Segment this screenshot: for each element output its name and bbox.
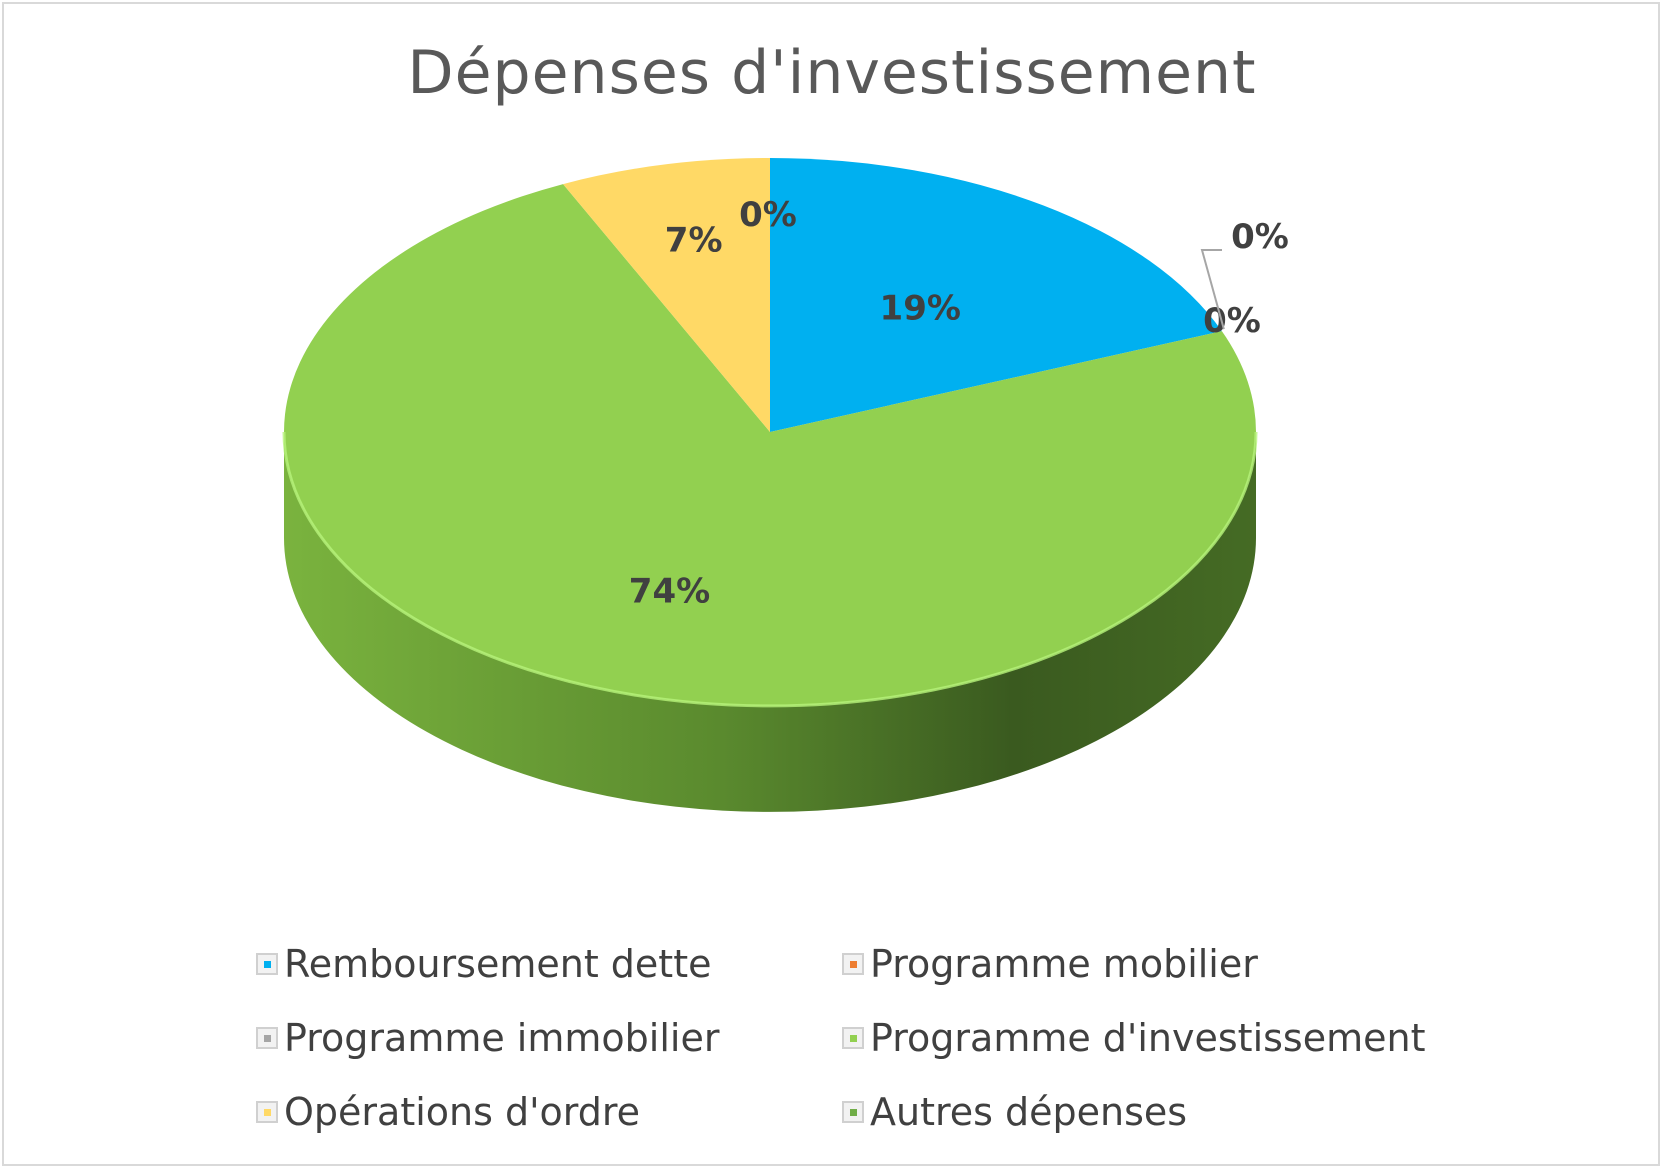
data-label: 74% — [629, 572, 710, 612]
legend: Remboursement dette Programme mobilier Pro… — [256, 940, 1456, 1136]
pie-slice-operations-d-ordre — [563, 158, 770, 432]
legend-item: Programme immobilier — [256, 1014, 842, 1062]
leader-line — [1200, 249, 1225, 330]
legend-item: Programme d'investissement — [842, 1014, 1442, 1062]
legend-swatch — [842, 953, 864, 975]
legend-label: Remboursement dette — [284, 942, 712, 986]
data-label: 0% — [1231, 217, 1289, 257]
legend-label: Programme immobilier — [284, 1016, 720, 1060]
legend-label: Autres dépenses — [870, 1090, 1188, 1134]
legend-label: Opérations d'ordre — [284, 1090, 641, 1134]
pie-slice-programme-d-investissement — [283, 184, 1256, 707]
legend-item: Opérations d'ordre — [256, 1088, 842, 1136]
chart-title: Dépenses d'investissement — [407, 38, 1257, 108]
legend-swatch — [842, 1101, 864, 1123]
legend-label: Programme mobilier — [870, 942, 1258, 986]
legend-swatch — [256, 1027, 278, 1049]
legend-label: Programme d'investissement — [870, 1016, 1426, 1060]
pie-rim — [282, 431, 1258, 708]
legend-item: Programme mobilier — [842, 940, 1442, 988]
pie-side-wall — [284, 432, 1256, 812]
data-label: 19% — [880, 288, 961, 328]
pie-slice-remboursement-dette — [770, 158, 1222, 432]
legend-swatch — [842, 1027, 864, 1049]
data-label: 0% — [1203, 301, 1261, 341]
data-label: 7% — [665, 220, 723, 260]
legend-swatch — [256, 1101, 278, 1123]
legend-item: Remboursement dette — [256, 940, 842, 988]
data-label: 0% — [739, 195, 797, 235]
legend-swatch — [256, 953, 278, 975]
legend-item: Autres dépenses — [842, 1088, 1442, 1136]
